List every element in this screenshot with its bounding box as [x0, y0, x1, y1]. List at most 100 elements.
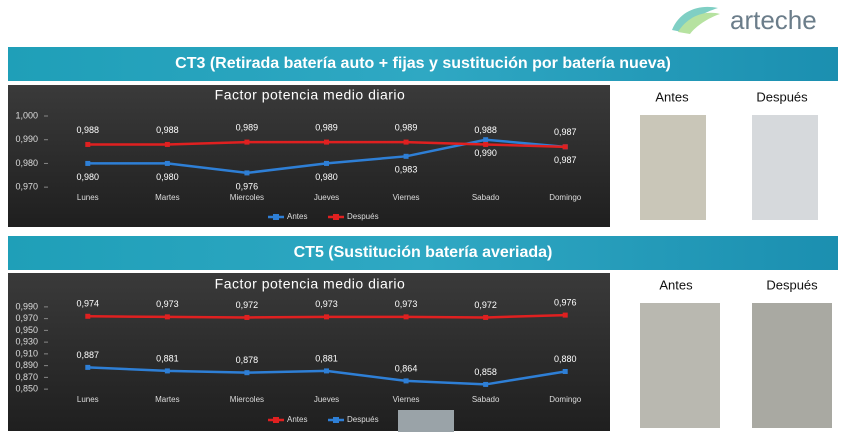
- x-tick-label: Martes: [155, 395, 179, 404]
- photo: [752, 115, 818, 220]
- point: [244, 139, 250, 145]
- value-label: 0,973: [156, 299, 179, 309]
- section-bar: [8, 47, 838, 81]
- point: [483, 141, 489, 147]
- y-tick-label: 0,970: [15, 313, 38, 323]
- value-label: 0,988: [474, 125, 497, 135]
- x-tick-label: Viernes: [393, 395, 420, 404]
- value-label: 0,989: [315, 122, 338, 132]
- x-tick-label: Miercoles: [230, 193, 264, 202]
- x-tick-label: Lunes: [77, 395, 99, 404]
- y-tick-label: 0,890: [15, 360, 38, 370]
- point: [324, 314, 329, 320]
- y-tick-label: 0,970: [15, 182, 38, 192]
- value-label: 0,980: [77, 172, 100, 182]
- value-label: 0,972: [236, 300, 259, 310]
- x-tick-label: Viernes: [393, 193, 420, 202]
- value-label: 0,980: [156, 172, 179, 182]
- photo: [640, 115, 706, 220]
- point: [164, 160, 170, 166]
- section-bar: [8, 236, 838, 270]
- legend-label: Antes: [287, 415, 307, 424]
- value-label: 0,976: [236, 181, 259, 191]
- photo-label: Antes: [659, 277, 693, 292]
- point: [324, 368, 329, 374]
- photo-label: Después: [756, 89, 808, 104]
- value-label: 0,881: [315, 353, 338, 363]
- value-label: 0,858: [474, 367, 497, 377]
- legend-swatch: [273, 417, 279, 423]
- point: [483, 381, 489, 387]
- value-label: 0,988: [156, 125, 179, 135]
- y-tick-label: 0,980: [15, 158, 38, 168]
- point: [562, 144, 568, 150]
- value-label: 0,987: [554, 127, 577, 137]
- point: [403, 378, 409, 384]
- value-label: 0,878: [236, 355, 259, 365]
- y-tick-label: 1,000: [15, 110, 38, 120]
- x-tick-label: Sabado: [472, 395, 500, 404]
- point: [324, 160, 329, 166]
- point: [164, 141, 170, 147]
- value-label: 0,989: [236, 122, 259, 132]
- photo: [752, 303, 832, 428]
- value-label: 0,989: [395, 122, 418, 132]
- legend-swatch: [333, 417, 339, 423]
- value-label: 0,973: [395, 299, 418, 309]
- point: [403, 314, 409, 320]
- value-label: 0,976: [554, 297, 577, 307]
- x-tick-label: Jueves: [314, 193, 339, 202]
- point: [562, 369, 568, 374]
- section-title: CT5 (Sustitución batería averiada): [294, 244, 553, 261]
- x-tick-label: Sabado: [472, 193, 500, 202]
- value-label: 0,880: [554, 354, 577, 364]
- y-tick-label: 0,990: [15, 301, 38, 311]
- value-label: 0,987: [554, 155, 577, 165]
- point: [244, 170, 250, 176]
- point: [164, 368, 170, 374]
- chart-panel: [8, 273, 610, 431]
- logo: arteche: [672, 5, 817, 35]
- x-tick-label: Miercoles: [230, 395, 264, 404]
- value-label: 0,983: [395, 165, 418, 175]
- chart-title: Factor potencia medio diario: [215, 276, 406, 292]
- point: [403, 139, 409, 145]
- value-label: 0,990: [474, 148, 497, 158]
- value-label: 0,973: [315, 299, 338, 309]
- point: [562, 312, 568, 318]
- y-tick-label: 0,870: [15, 372, 38, 382]
- point: [164, 314, 170, 320]
- legend-label: Antes: [287, 212, 307, 221]
- photo-label: Después: [766, 277, 818, 292]
- chart-panel: [8, 85, 610, 227]
- value-label: 0,988: [77, 125, 100, 135]
- photo-label: Antes: [655, 89, 689, 104]
- x-tick-label: Lunes: [77, 193, 99, 202]
- y-tick-label: 0,910: [15, 348, 38, 358]
- point: [483, 137, 489, 143]
- photo: [640, 303, 720, 428]
- point: [85, 313, 91, 319]
- point: [403, 153, 409, 159]
- x-tick-label: Domingo: [549, 395, 582, 404]
- logo-text: arteche: [730, 5, 817, 35]
- y-tick-label: 0,850: [15, 384, 38, 394]
- point: [244, 370, 250, 376]
- value-label: 0,881: [156, 353, 179, 363]
- value-label: 0,980: [315, 172, 338, 182]
- value-label: 0,864: [395, 363, 418, 373]
- point: [244, 314, 250, 320]
- legend-label: Después: [347, 415, 379, 424]
- legend-label: Después: [347, 212, 379, 221]
- chart-title: Factor potencia medio diario: [215, 87, 406, 103]
- point: [324, 139, 329, 145]
- point: [85, 160, 91, 166]
- legend-swatch: [333, 214, 339, 220]
- y-tick-label: 0,990: [15, 134, 38, 144]
- value-label: 0,887: [77, 350, 100, 360]
- x-tick-label: Martes: [155, 193, 179, 202]
- x-tick-label: Domingo: [549, 193, 582, 202]
- section-title: CT3 (Retirada batería auto + fijas y sus…: [175, 55, 671, 72]
- point: [85, 364, 91, 370]
